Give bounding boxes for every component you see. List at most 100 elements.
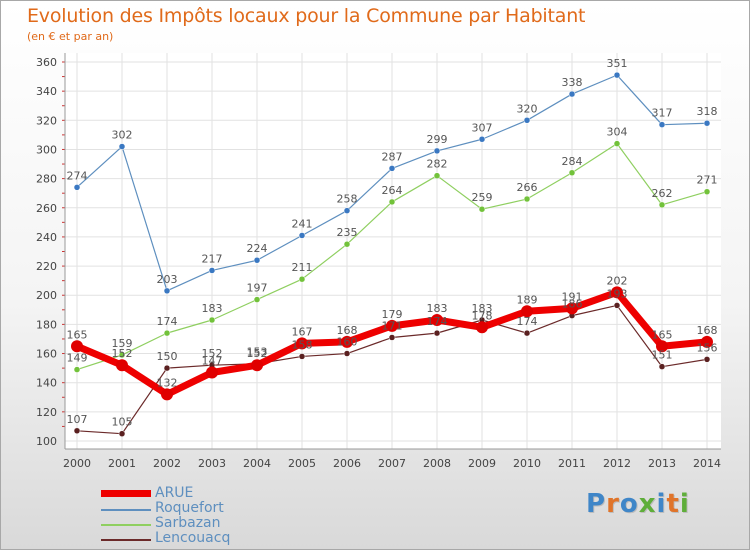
data-label-roquefort: 317 — [652, 107, 673, 120]
legend-label-sarbazan: Sarbazan — [155, 515, 221, 531]
data-point-roquefort — [208, 267, 216, 274]
data-label-roquefort: 318 — [697, 105, 718, 118]
data-point-roquefort — [388, 165, 396, 172]
legend-swatch-roquefort — [101, 509, 151, 511]
data-point-lencouacq — [613, 302, 621, 309]
data-point-arue — [386, 319, 398, 332]
legend-swatch-sarbazan — [101, 524, 151, 526]
data-label-lencouacq: 183 — [472, 302, 493, 315]
y-tick-label: 320 — [36, 114, 57, 127]
data-point-arue — [431, 314, 443, 327]
data-point-roquefort — [433, 147, 441, 155]
data-label-lencouacq: 174 — [427, 315, 448, 328]
data-label-roquefort: 258 — [337, 193, 358, 206]
legend-item-roquefort: Roquefort — [101, 500, 301, 517]
x-tick-label: 2013 — [648, 457, 676, 470]
data-label-lencouacq: 153 — [247, 346, 268, 359]
data-point-roquefort — [703, 119, 711, 127]
y-tick-label: 280 — [36, 173, 57, 186]
data-label-lencouacq: 174 — [517, 315, 538, 328]
x-tick-label: 2006 — [333, 457, 361, 470]
data-point-lencouacq — [658, 363, 666, 370]
data-label-arue: 191 — [562, 290, 583, 303]
data-label-sarbazan: 264 — [382, 184, 403, 197]
data-point-arue — [476, 321, 488, 334]
data-point-arue — [521, 305, 533, 318]
data-point-sarbazan — [208, 316, 216, 324]
data-point-roquefort — [658, 121, 666, 128]
data-point-sarbazan — [388, 198, 396, 206]
data-label-roquefort: 299 — [427, 133, 448, 146]
data-point-arue — [161, 388, 173, 401]
x-tick-label: 2007 — [378, 457, 406, 470]
data-point-arue — [341, 335, 353, 348]
data-point-lencouacq — [343, 350, 351, 357]
data-label-arue: 152 — [112, 347, 133, 360]
legend-swatch-arue — [101, 490, 151, 497]
data-label-lencouacq: 105 — [112, 416, 133, 429]
data-label-lencouacq: 193 — [607, 287, 628, 300]
data-label-sarbazan: 183 — [202, 302, 223, 315]
data-label-sarbazan: 284 — [562, 155, 583, 168]
data-point-lencouacq — [703, 356, 711, 363]
data-point-sarbazan — [118, 351, 126, 359]
data-point-sarbazan — [523, 195, 531, 203]
data-point-sarbazan — [298, 275, 306, 283]
data-label-arue: 165 — [652, 328, 673, 341]
x-tick-label: 2003 — [198, 457, 226, 470]
data-label-sarbazan: 271 — [697, 174, 718, 187]
x-tick-label: 2004 — [243, 457, 271, 470]
x-tick-label: 2010 — [513, 457, 541, 470]
data-label-arue: 202 — [607, 274, 628, 287]
legend-item-lencouacq: Lencouacq — [101, 530, 301, 547]
data-label-roquefort: 287 — [382, 150, 403, 163]
data-point-sarbazan — [613, 140, 621, 147]
y-tick-label: 160 — [36, 348, 57, 361]
x-tick-label: 2000 — [63, 457, 91, 470]
data-point-lencouacq — [118, 430, 126, 437]
data-label-sarbazan: 259 — [472, 191, 493, 204]
legend-label-lencouacq: Lencouacq — [155, 530, 231, 546]
data-label-arue: 132 — [157, 376, 178, 389]
x-tick-label: 2009 — [468, 457, 496, 470]
data-point-lencouacq — [298, 353, 306, 360]
data-label-sarbazan: 266 — [517, 181, 538, 194]
x-tick-label: 2002 — [153, 457, 181, 470]
data-point-sarbazan — [253, 296, 261, 303]
x-tick-label: 2011 — [558, 457, 586, 470]
legend-swatch-lencouacq — [101, 539, 151, 541]
data-point-sarbazan — [73, 366, 81, 373]
data-point-roquefort — [343, 207, 351, 214]
data-label-lencouacq: 186 — [562, 298, 583, 311]
y-tick-label: 220 — [36, 260, 57, 273]
x-tick-label: 2005 — [288, 457, 316, 470]
data-label-roquefort: 241 — [292, 217, 313, 230]
y-tick-label: 180 — [36, 318, 57, 331]
data-point-roquefort — [568, 90, 576, 98]
data-label-roquefort: 203 — [157, 273, 178, 286]
data-point-arue — [206, 366, 218, 379]
chart-title: Evolution des Impôts locaux pour la Comm… — [27, 5, 586, 27]
data-point-lencouacq — [388, 334, 396, 341]
data-label-roquefort: 224 — [247, 242, 268, 255]
data-label-sarbazan: 262 — [652, 187, 673, 200]
data-point-arue — [251, 359, 263, 372]
chart-subtitle: (en € et par an) — [27, 30, 114, 43]
data-point-arue — [611, 286, 623, 299]
legend-label-roquefort: Roquefort — [155, 500, 224, 516]
data-point-roquefort — [523, 117, 531, 124]
data-label-lencouacq: 151 — [652, 349, 673, 362]
data-label-lencouacq: 160 — [337, 336, 358, 349]
data-label-sarbazan: 235 — [337, 226, 358, 239]
data-label-lencouacq: 152 — [202, 347, 223, 360]
data-label-lencouacq: 156 — [697, 341, 718, 354]
y-tick-label: 100 — [36, 435, 57, 448]
data-label-arue: 179 — [382, 308, 403, 321]
data-point-sarbazan — [343, 240, 351, 248]
data-label-arue: 178 — [472, 309, 493, 322]
data-label-sarbazan: 174 — [157, 315, 178, 328]
data-point-lencouacq — [73, 427, 81, 435]
data-point-roquefort — [298, 232, 306, 239]
data-label-arue: 168 — [337, 324, 358, 337]
